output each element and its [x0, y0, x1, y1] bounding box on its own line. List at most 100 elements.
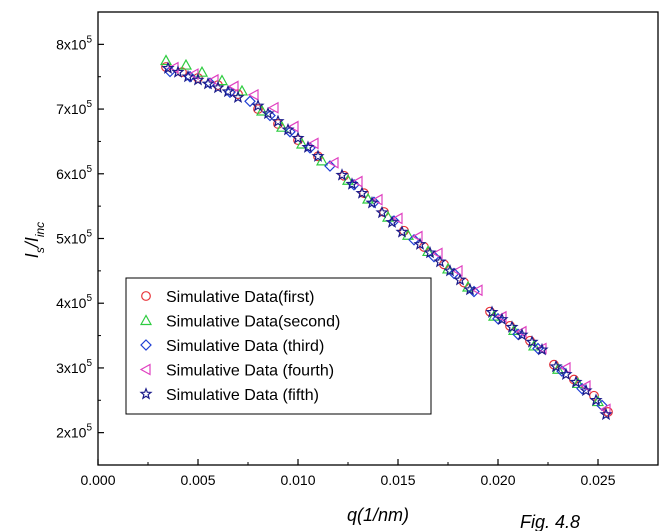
- data-point: [579, 383, 593, 397]
- data-point: [348, 178, 360, 191]
- series-5: [161, 61, 613, 421]
- data-point: [413, 237, 427, 250]
- data-point: [451, 264, 463, 277]
- y-tick-label: 7x105: [56, 99, 92, 117]
- series-layer: [159, 54, 613, 421]
- data-point: [231, 90, 245, 104]
- data-point: [423, 245, 437, 259]
- data-point: [453, 273, 467, 286]
- legend-marker: [139, 363, 151, 376]
- data-point: [433, 254, 447, 268]
- data-point: [448, 267, 460, 280]
- data-point: [375, 205, 389, 219]
- data-point: [171, 65, 185, 78]
- x-tick-label: 0.015: [380, 472, 415, 488]
- data-point: [267, 101, 279, 114]
- data-point: [365, 196, 379, 209]
- data-point: [431, 247, 443, 260]
- data-point: [224, 86, 236, 99]
- y-tick-label: 6x105: [56, 164, 92, 182]
- data-point: [355, 186, 369, 199]
- data-point: [215, 74, 229, 86]
- y-axis-ticks: 2x105 3x105 4x105 5x105 6x105 7x105 8x105: [56, 34, 104, 441]
- data-point: [371, 193, 383, 206]
- data-point: [351, 175, 363, 188]
- data-point: [244, 95, 256, 108]
- x-tick-label: 0.000: [80, 472, 115, 488]
- data-point: [327, 156, 339, 169]
- legend-marker: [140, 339, 152, 351]
- data-point: [179, 58, 193, 70]
- y-tick-label: 3x105: [56, 358, 92, 376]
- data-point: [495, 312, 509, 325]
- data-point: [251, 98, 265, 112]
- y-tick-label: 4x105: [56, 293, 92, 311]
- data-point: [559, 367, 573, 380]
- x-tick-label: 0.025: [580, 472, 615, 488]
- data-point: [191, 73, 205, 86]
- data-point: [591, 395, 605, 407]
- data-point: [284, 125, 296, 138]
- legend-marker: [139, 387, 153, 400]
- data-point: [505, 320, 519, 333]
- data-point: [485, 305, 499, 318]
- legend-label: Simulative Data(second): [166, 314, 340, 331]
- data-point: [281, 122, 295, 136]
- y-axis-title: Is/Iinc: [22, 222, 47, 258]
- x-axis-ticks: 0.000 0.005 0.010 0.015 0.020 0.025: [80, 459, 616, 488]
- x-tick-label: 0.010: [280, 472, 315, 488]
- data-point: [227, 80, 239, 93]
- data-point: [287, 120, 299, 133]
- data-point: [271, 114, 285, 127]
- data-point: [181, 69, 195, 83]
- data-point: [408, 233, 420, 246]
- data-point: [385, 215, 399, 228]
- data-point: [261, 106, 275, 120]
- data-point: [195, 65, 209, 77]
- data-point: [411, 230, 423, 243]
- x-tick-label: 0.020: [480, 472, 515, 488]
- data-point: [255, 104, 269, 116]
- data-point: [301, 140, 315, 153]
- data-point: [311, 149, 325, 162]
- legend-label: Simulative Data(first): [166, 289, 314, 306]
- data-point: [463, 282, 477, 296]
- legend-label: Simulative Data (fourth): [166, 363, 334, 380]
- data-point: [599, 407, 613, 421]
- data-point: [589, 393, 603, 406]
- data-point: [221, 84, 235, 98]
- x-tick-label: 0.005: [180, 472, 215, 488]
- data-point: [468, 285, 480, 298]
- legend-label: Simulative Data (third): [166, 338, 324, 355]
- legend-box: [125, 277, 432, 415]
- data-point: [443, 263, 457, 277]
- legend: Simulative Data(first) Simulative Data(se…: [125, 277, 432, 415]
- data-point: [515, 328, 529, 341]
- data-point: [395, 225, 409, 238]
- legend-label: Simulative Data (fifth): [166, 387, 319, 404]
- data-point: [275, 120, 289, 132]
- data-point: [361, 192, 375, 204]
- data-point: [515, 325, 527, 338]
- data-point: [295, 137, 309, 149]
- data-point: [161, 61, 175, 74]
- data-point: [211, 80, 225, 94]
- data-point: [535, 342, 549, 356]
- legend-marker: [141, 291, 151, 301]
- data-point: [569, 375, 583, 388]
- data-point: [315, 154, 329, 166]
- data-point: [401, 229, 415, 240]
- data-point: [471, 284, 483, 297]
- data-point: [247, 88, 259, 101]
- figure-annotation: Fig. 4.8: [520, 512, 580, 531]
- data-point: [291, 131, 305, 144]
- y-tick-label: 5x105: [56, 229, 92, 247]
- legend-marker: [139, 314, 153, 326]
- data-point: [159, 54, 173, 66]
- data-point: [579, 380, 591, 393]
- data-point: [525, 335, 539, 348]
- data-point: [324, 160, 336, 172]
- y-tick-label: 2x105: [56, 423, 92, 441]
- data-point: [335, 168, 349, 181]
